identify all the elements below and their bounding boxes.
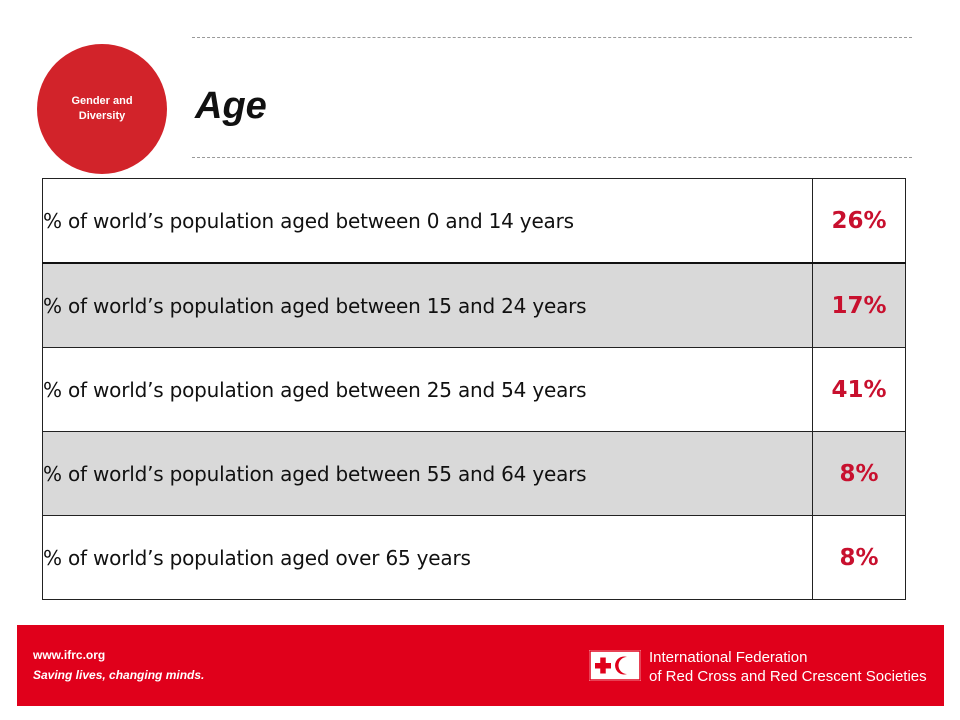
row-label: % of world’s population aged between 25 … <box>42 347 813 432</box>
top-divider <box>192 37 912 38</box>
bottom-divider <box>192 157 912 158</box>
tagline: Saving lives, changing minds. <box>33 668 205 682</box>
footer-bar: www.ifrc.org Saving lives, changing mind… <box>17 625 944 706</box>
row-label: % of world’s population aged between 55 … <box>42 431 813 516</box>
row-label: % of world’s population aged between 15 … <box>42 262 813 348</box>
table-row: % of world’s population aged between 55 … <box>42 431 906 516</box>
website-link[interactable]: www.ifrc.org <box>33 648 106 662</box>
organization-name: International Federation of Red Cross an… <box>649 648 927 686</box>
age-statistics-table: % of world’s population aged between 0 a… <box>42 178 906 600</box>
row-value: 17% <box>812 262 906 348</box>
table-row: % of world’s population aged between 25 … <box>42 347 906 432</box>
table-row: % of world’s population aged between 15 … <box>42 262 906 348</box>
row-value: 26% <box>812 178 906 264</box>
row-value: 8% <box>812 515 906 600</box>
org-name-line-1: International Federation <box>649 649 808 666</box>
table-row: % of world’s population aged between 0 a… <box>42 178 906 264</box>
row-value: 41% <box>812 347 906 432</box>
org-name-line-2: of Red Cross and Red Crescent Societies <box>649 668 927 685</box>
row-label: % of world’s population aged over 65 yea… <box>42 515 813 600</box>
table-row: % of world’s population aged over 65 yea… <box>42 515 906 600</box>
badge-line-1: Gender and <box>71 95 133 107</box>
red-cross-crescent-logo-icon <box>589 650 641 681</box>
row-label: % of world’s population aged between 0 a… <box>42 178 813 264</box>
badge-line-2: Diversity <box>78 110 126 122</box>
row-value: 8% <box>812 431 906 516</box>
gender-diversity-badge: Gender and Diversity <box>37 44 167 174</box>
slide-title: Age <box>195 85 267 127</box>
